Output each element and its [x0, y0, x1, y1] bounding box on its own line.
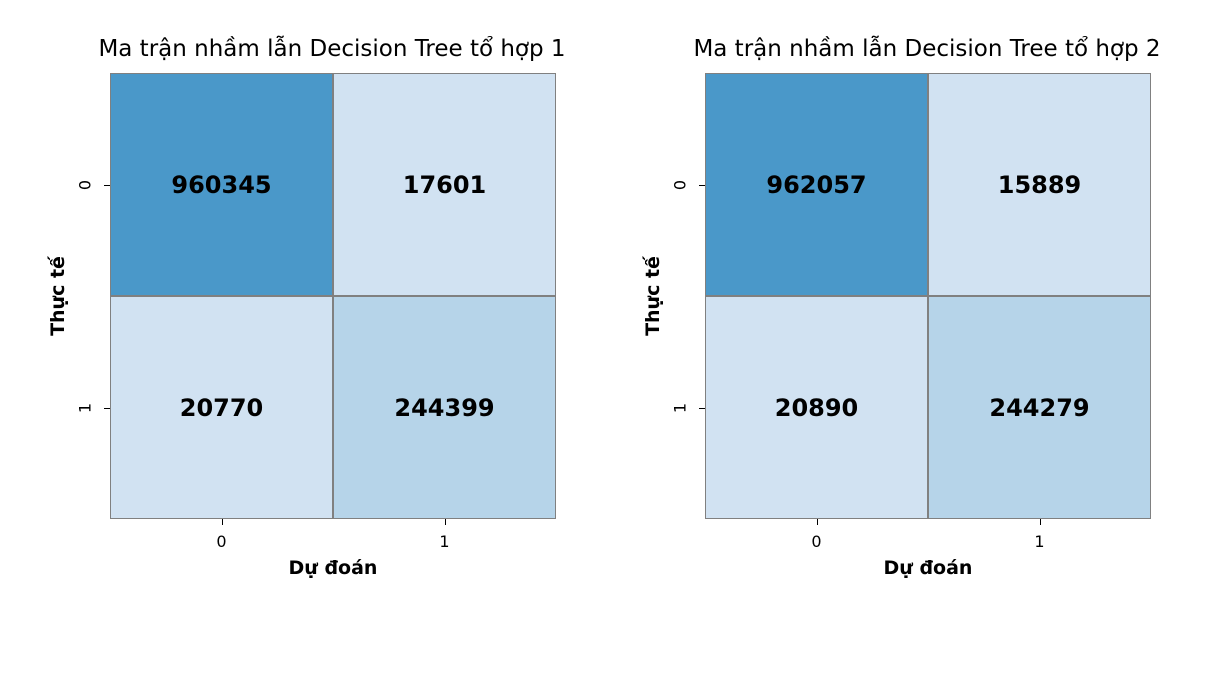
heatmap-cell: 20770	[110, 296, 333, 519]
x-tick-label: 1	[1034, 532, 1045, 551]
confusion-matrix-panel-1: Ma trận nhầm lẫn Decision Tree tổ hợp 1 …	[0, 0, 566, 620]
y-tick-label: 0	[670, 179, 690, 190]
chart-title: Ma trận nhầm lẫn Decision Tree tổ hợp 1	[98, 36, 566, 62]
confusion-matrix-panel-2: Ma trận nhầm lẫn Decision Tree tổ hợp 2 …	[595, 0, 1161, 620]
chart-title: Ma trận nhầm lẫn Decision Tree tổ hợp 2	[693, 36, 1161, 62]
x-tick-label: 0	[811, 532, 822, 551]
x-tick-label: 0	[216, 532, 227, 551]
y-axis-label: Thực tế	[642, 256, 664, 336]
x-tick	[816, 519, 818, 525]
x-tick	[444, 519, 446, 525]
x-axis-label: Dự đoán	[288, 557, 378, 579]
y-tick	[104, 407, 110, 409]
heatmap-cell: 960345	[110, 73, 333, 296]
y-tick	[699, 184, 705, 186]
heatmap-cell: 962057	[705, 73, 928, 296]
y-tick-label: 1	[75, 402, 95, 413]
heatmap-cell: 244399	[333, 296, 556, 519]
y-tick-label: 0	[75, 179, 95, 190]
heatmap-cell: 17601	[333, 73, 556, 296]
y-axis-label: Thực tế	[47, 256, 69, 336]
heatmap-cell: 20890	[705, 296, 928, 519]
y-tick-label: 1	[670, 402, 690, 413]
x-tick	[221, 519, 223, 525]
heatmap: 962057 15889 20890 244279	[705, 73, 1151, 519]
y-tick	[699, 407, 705, 409]
x-tick	[1039, 519, 1041, 525]
heatmap-cell: 15889	[928, 73, 1151, 296]
x-axis-label: Dự đoán	[883, 557, 973, 579]
heatmap: 960345 17601 20770 244399	[110, 73, 556, 519]
y-tick	[104, 184, 110, 186]
heatmap-cell: 244279	[928, 296, 1151, 519]
x-tick-label: 1	[439, 532, 450, 551]
